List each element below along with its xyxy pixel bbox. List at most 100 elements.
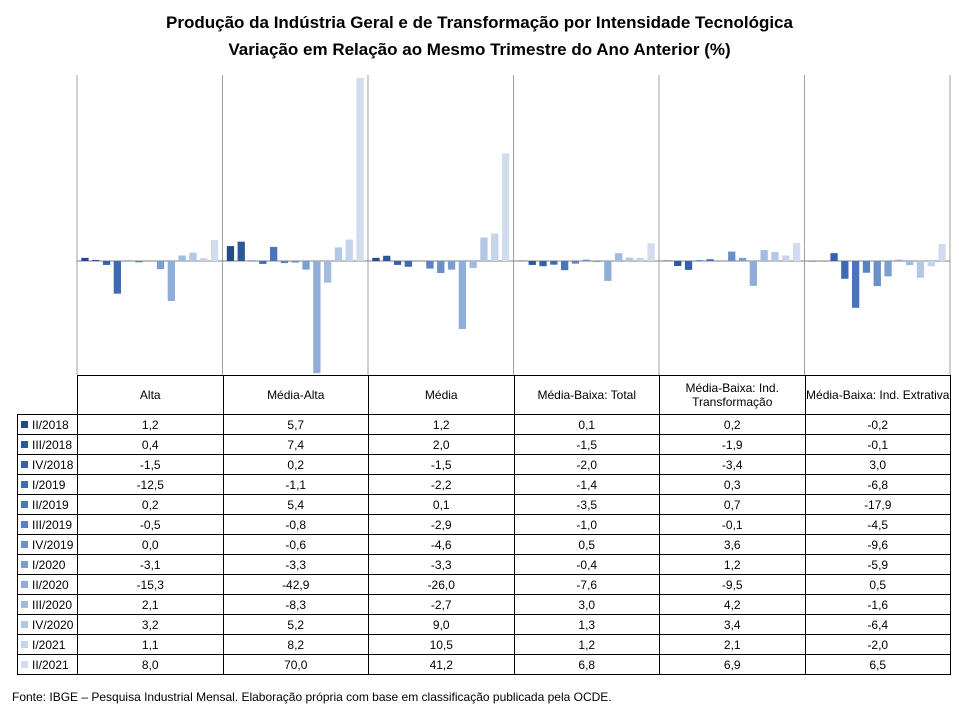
table-cell: 6,8	[513, 654, 660, 675]
table-row: IV/2018 -1,5 0,2 -1,5 -2,0 -3,4 3,0	[17, 454, 951, 475]
series-legend-entry: II/2020	[17, 574, 78, 595]
category-header-media-baixa-ind-extrativa: Média-Baixa: Ind. Extrativa	[804, 375, 951, 415]
bar-media-baixa-ind-extrativa-ii-2020	[895, 259, 903, 261]
bar-media-alta-ii-2021	[356, 78, 364, 261]
series-label: I/2020	[32, 557, 66, 572]
series-legend-entry: I/2020	[17, 554, 78, 575]
bar-alta-i-2021	[200, 258, 208, 261]
table-row: III/2020 2,1 -8,3 -2,7 3,0 4,2 -1,6	[17, 594, 951, 615]
table-cell: -1,5	[77, 454, 224, 475]
table-cell: 2,1	[659, 634, 806, 655]
bar-media-baixa-total-iv-2018	[539, 261, 547, 267]
table-cell: -6,4	[804, 614, 951, 635]
series-label: II/2019	[32, 497, 69, 512]
bar-media-baixa-total-iii-2018	[528, 261, 536, 265]
table-cell: -3,4	[659, 454, 806, 475]
table-cell: -6,8	[804, 474, 951, 495]
bar-alta-iii-2020	[178, 255, 186, 261]
bar-media-alta-iii-2018	[237, 241, 245, 261]
bar-media-baixa-total-i-2021	[636, 257, 644, 261]
series-label: II/2021	[32, 657, 69, 672]
bar-media-alta-ii-2018	[226, 246, 235, 261]
source-footer: Fonte: IBGE – Pesquisa Industrial Mensal…	[12, 690, 612, 704]
series-legend-entry: III/2019	[17, 514, 78, 535]
bar-media-baixa-total-iii-2019	[571, 261, 580, 264]
table-cell: 9,0	[368, 614, 515, 635]
bar-media-baixa-total-ii-2020	[604, 261, 612, 281]
bar-media-baixa-ind-extrativa-iv-2019	[873, 261, 881, 287]
bar-media-baixa-ind-transformacao-ii-2021	[792, 242, 801, 261]
bar-media-baixa-ind-transformacao-i-2019	[695, 260, 703, 261]
table-cell: 0,0	[77, 534, 224, 555]
bar-media-baixa-ind-extrativa-i-2021	[927, 261, 935, 267]
table-cell: 0,4	[77, 434, 224, 455]
chart-title: Produção da Indústria Geral e de Transfo…	[166, 13, 793, 32]
bar-media-baixa-total-i-2020	[593, 261, 601, 263]
table-cell: -4,5	[804, 514, 951, 535]
table-row: II/2021 8,0 70,0 41,2 6,8 6,9 6,5	[17, 654, 951, 675]
legend-swatch	[21, 440, 28, 448]
bar-media-baixa-ind-extrativa-iv-2020	[916, 261, 925, 278]
bar-media-iii-2018	[383, 255, 391, 261]
legend-swatch	[21, 460, 28, 468]
table-cell: -0,5	[77, 514, 224, 535]
table-cell: -1,5	[513, 434, 660, 455]
table-cell: 7,4	[222, 434, 369, 455]
bar-media-alta-i-2020	[302, 261, 310, 270]
table-cell: -1,6	[804, 594, 951, 615]
table-cell: -0,1	[659, 514, 806, 535]
table-cell: -2,0	[513, 454, 660, 475]
table-cell: -1,5	[368, 454, 515, 475]
bar-media-iii-2020	[469, 261, 477, 269]
table-cell: 5,4	[222, 494, 369, 515]
bar-media-alta-iii-2019	[280, 261, 289, 264]
table-row: I/2019 -12,5 -1,1 -2,2 -1,4 0,3 -6,8	[17, 474, 951, 495]
legend-swatch	[21, 660, 28, 668]
table-cell: 70,0	[222, 654, 369, 675]
bar-alta-ii-2021	[210, 240, 219, 261]
bar-media-alta-i-2021	[345, 239, 353, 261]
table-cell: 1,2	[513, 634, 660, 655]
bar-media-iv-2019	[437, 261, 445, 274]
table-cell: 0,1	[368, 494, 515, 515]
table-cell: 0,1	[513, 414, 660, 435]
table-cell: -0,4	[513, 554, 660, 575]
bar-media-baixa-total-i-2019	[550, 261, 558, 265]
series-legend-entry: IV/2018	[17, 454, 78, 475]
series-label: III/2020	[32, 597, 73, 612]
series-legend-entry: IV/2020	[17, 614, 78, 635]
bar-media-ii-2021	[501, 153, 510, 261]
bar-media-baixa-total-iv-2020	[625, 257, 634, 261]
table-row: II/2020 -15,3 -42,9 -26,0 -7,6 -9,5 0,5	[17, 574, 951, 595]
bar-media-baixa-ind-extrativa-i-2020	[884, 261, 892, 277]
legend-swatch	[21, 420, 28, 428]
table-cell: -3,3	[222, 554, 369, 575]
bar-media-baixa-ind-transformacao-ii-2019	[706, 259, 714, 261]
series-label: I/2021	[32, 637, 66, 652]
table-cell: -4,6	[368, 534, 515, 555]
bar-alta-ii-2020	[167, 261, 175, 301]
bar-media-baixa-total-iii-2020	[615, 253, 623, 261]
table-cell: 3,6	[659, 534, 806, 555]
table-cell: 3,0	[513, 594, 660, 615]
table-cell: 0,5	[804, 574, 951, 595]
series-legend-entry: II/2019	[17, 494, 78, 515]
table-cell: 1,2	[659, 554, 806, 575]
bar-alta-ii-2019	[124, 260, 132, 261]
series-legend-entry: IV/2019	[17, 534, 78, 555]
table-cell: -9,6	[804, 534, 951, 555]
category-header-media-alta: Média-Alta	[222, 375, 369, 415]
bar-media-baixa-ind-transformacao-iv-2019	[728, 251, 736, 261]
bar-alta-i-2020	[156, 261, 165, 270]
table-cell: 0,7	[659, 494, 806, 515]
bar-media-baixa-ind-extrativa-iv-2018	[830, 253, 838, 261]
table-cell: 1,2	[77, 414, 224, 435]
series-legend-entry: I/2019	[17, 474, 78, 495]
table-cell: 4,2	[659, 594, 806, 615]
table-cell: 5,2	[222, 614, 369, 635]
bar-media-baixa-ind-extrativa-iii-2020	[906, 261, 914, 266]
table-cell: -3,3	[368, 554, 515, 575]
table-cell: 8,2	[222, 634, 369, 655]
bar-media-baixa-ind-transformacao-iv-2018	[684, 261, 693, 270]
table-cell: -2,0	[804, 634, 951, 655]
